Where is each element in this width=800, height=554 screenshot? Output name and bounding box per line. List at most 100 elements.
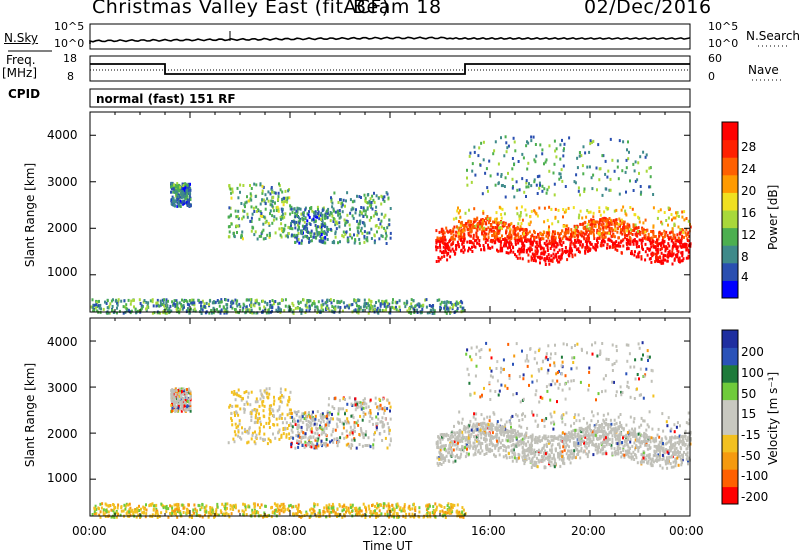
- velocity-cell: [172, 395, 175, 399]
- velocity-cell: [236, 404, 239, 408]
- power-cell: [245, 305, 248, 309]
- power-cell: [612, 241, 615, 245]
- power-cell: [294, 240, 297, 244]
- power-cell: [336, 301, 339, 305]
- power-cell: [656, 216, 659, 220]
- power-cell: [531, 234, 534, 238]
- power-cell: [543, 220, 546, 224]
- power-cell: [638, 231, 641, 235]
- power-cell: [279, 188, 282, 192]
- velocity-cell: [249, 412, 252, 415]
- power-cell: [609, 245, 611, 249]
- power-cell: [684, 231, 687, 235]
- velocity-cell: [310, 413, 313, 417]
- power-cell: [170, 182, 173, 186]
- velocity-cell: [362, 406, 365, 410]
- power-cell: [577, 186, 580, 190]
- power-cell: [317, 210, 320, 214]
- power-cell: [600, 218, 603, 222]
- power-cell: [443, 301, 446, 304]
- power-cell: [592, 245, 595, 249]
- power-cell: [538, 181, 541, 185]
- power-cell: [299, 308, 302, 312]
- power-cell: [158, 304, 161, 308]
- power-cell: [278, 301, 281, 305]
- power-cell: [504, 195, 507, 199]
- power-cell: [410, 305, 413, 309]
- velocity-cell: [517, 443, 520, 447]
- power-cell: [435, 248, 438, 252]
- power-cell: [481, 232, 484, 236]
- power-cell: [302, 211, 305, 215]
- power-cell: [318, 217, 321, 221]
- power-cell: [638, 238, 641, 242]
- power-cell: [253, 210, 256, 213]
- power-cell: [523, 235, 526, 239]
- power-cell: [594, 220, 597, 224]
- power-cell: [680, 245, 683, 249]
- power-cell: [173, 185, 176, 189]
- power-cell: [359, 219, 362, 223]
- power-cell: [296, 210, 299, 214]
- velocity-cell: [569, 435, 572, 439]
- power-cell: [533, 229, 535, 233]
- velocity-cell: [263, 432, 266, 436]
- velocity-cell: [552, 455, 555, 459]
- power-cell: [489, 246, 492, 250]
- velocity-cell: [235, 410, 238, 414]
- power-cell: [554, 238, 557, 242]
- power-cell: [502, 244, 505, 248]
- velocity-cell: [249, 403, 252, 407]
- power-cell: [503, 185, 506, 188]
- power-cell: [601, 235, 604, 239]
- velocity-cell: [363, 397, 366, 401]
- power-cell: [274, 191, 277, 195]
- power-cell: [633, 169, 636, 173]
- velocity-cell: [336, 425, 339, 429]
- power-cell: [98, 306, 101, 310]
- power-cell: [605, 219, 608, 223]
- velocity-cell: [549, 464, 552, 468]
- power-cell: [353, 233, 355, 237]
- velocity-cell: [341, 421, 344, 425]
- power-cell: [361, 231, 364, 235]
- power-cell: [305, 309, 308, 313]
- power-cell: [295, 236, 298, 240]
- power-cell: [151, 298, 154, 302]
- power-cell: [241, 237, 244, 241]
- power-cell: [223, 306, 226, 310]
- velocity-cell: [325, 438, 328, 442]
- power-cell: [316, 309, 319, 312]
- power-cell: [162, 301, 165, 305]
- velocity-cell: [315, 437, 318, 441]
- power-cell: [631, 229, 634, 232]
- velocity-cell: [662, 457, 665, 461]
- power-cell: [392, 306, 395, 310]
- velocity-cell: [280, 433, 283, 437]
- velocity-cell: [562, 440, 565, 444]
- power-cell: [479, 223, 482, 227]
- power-cell: [370, 303, 372, 307]
- power-cell: [183, 195, 185, 199]
- power-cell: [290, 205, 293, 209]
- power-cell: [655, 256, 657, 259]
- power-cell: [642, 221, 645, 225]
- power-cell: [488, 159, 491, 163]
- power-cell: [604, 187, 607, 191]
- power-cell: [516, 238, 519, 242]
- power-cell: [484, 217, 487, 221]
- power-cell: [580, 231, 583, 235]
- power-cell: [318, 225, 321, 229]
- velocity-cell: [319, 420, 322, 424]
- velocity-cell: [339, 436, 342, 440]
- power-cell: [292, 303, 295, 307]
- velocity-cell: [322, 419, 325, 423]
- power-cell: [622, 140, 625, 144]
- power-cell: [571, 234, 574, 238]
- velocity-cell: [604, 431, 607, 435]
- power-cell: [342, 235, 345, 239]
- power-cell: [445, 250, 448, 254]
- date-label: 02/Dec/2016: [584, 0, 712, 18]
- power-cell: [671, 218, 673, 222]
- velocity-cell: [256, 418, 259, 422]
